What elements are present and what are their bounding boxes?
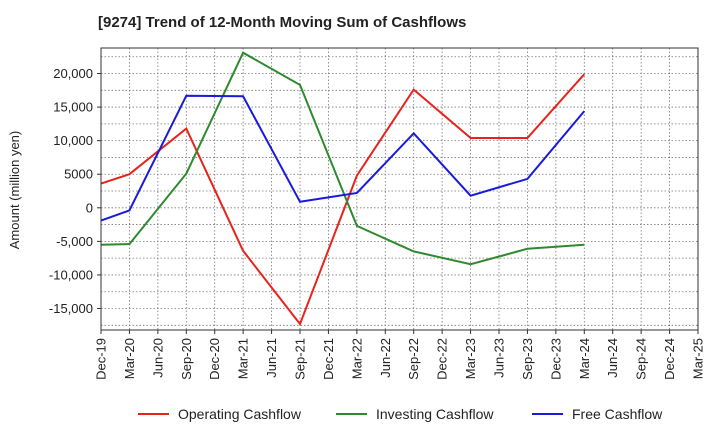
y-tick-label: -15,000: [49, 301, 93, 316]
y-tick-label: 0: [86, 200, 93, 215]
y-axis: -15,000 -10,000 -5,000 0 5000 10,000 15,000 20,…: [49, 66, 101, 316]
legend: Operating Cashflow Investing Cashflow Free…: [138, 406, 663, 422]
y-tick-label: 20,000: [53, 66, 93, 81]
grid: [101, 48, 698, 330]
chart-title: [9274] Trend of 12-Month Moving Sum of C…: [98, 14, 467, 31]
legend-label: Investing Cashflow: [376, 406, 494, 422]
x-tick-label: Mar-20: [122, 338, 137, 379]
x-tick-label: Jun-24: [605, 338, 620, 378]
series-layer: [100, 51, 586, 327]
x-tick-label: Jun-20: [150, 338, 165, 378]
y-tick-label: 10,000: [53, 133, 93, 148]
y-tick-label: -5,000: [56, 234, 93, 249]
y-tick-label: -10,000: [49, 267, 93, 282]
x-tick-label: Mar-23: [463, 338, 478, 379]
x-axis: Dec-19 Mar-20 Jun-20 Sep-20 Dec-20 Mar-21 Jun-…: [94, 330, 706, 380]
x-tick-label: Dec-21: [321, 338, 336, 380]
x-tick-label: Sep-22: [406, 338, 421, 380]
x-tick-label: Sep-23: [520, 338, 535, 380]
series-line: [100, 94, 586, 222]
x-tick-label: Sep-24: [634, 338, 649, 380]
x-tick-label: Mar-21: [236, 338, 251, 379]
y-axis-label: Amount (million yen): [7, 131, 22, 250]
legend-label: Free Cashflow: [572, 406, 663, 422]
series-line: [100, 51, 585, 266]
x-tick-label: Mar-22: [349, 338, 364, 379]
legend-label: Operating Cashflow: [178, 406, 302, 422]
y-tick-label: 15,000: [53, 100, 93, 115]
x-tick-label: Mar-24: [577, 338, 592, 379]
y-tick-label: 5000: [64, 167, 93, 182]
x-tick-label: Dec-23: [548, 338, 563, 380]
x-tick-label: Mar-25: [691, 338, 706, 379]
x-tick-label: Dec-20: [207, 338, 222, 380]
x-tick-label: Jun-23: [492, 338, 507, 378]
x-tick-label: Sep-20: [179, 338, 194, 380]
x-tick-label: Sep-21: [293, 338, 308, 380]
x-tick-label: Dec-22: [435, 338, 450, 380]
x-tick-label: Dec-24: [662, 338, 677, 380]
x-tick-label: Jun-22: [378, 338, 393, 378]
x-tick-label: Jun-21: [264, 338, 279, 378]
plot-frame: [100, 47, 699, 331]
x-tick-label: Dec-19: [94, 338, 109, 380]
